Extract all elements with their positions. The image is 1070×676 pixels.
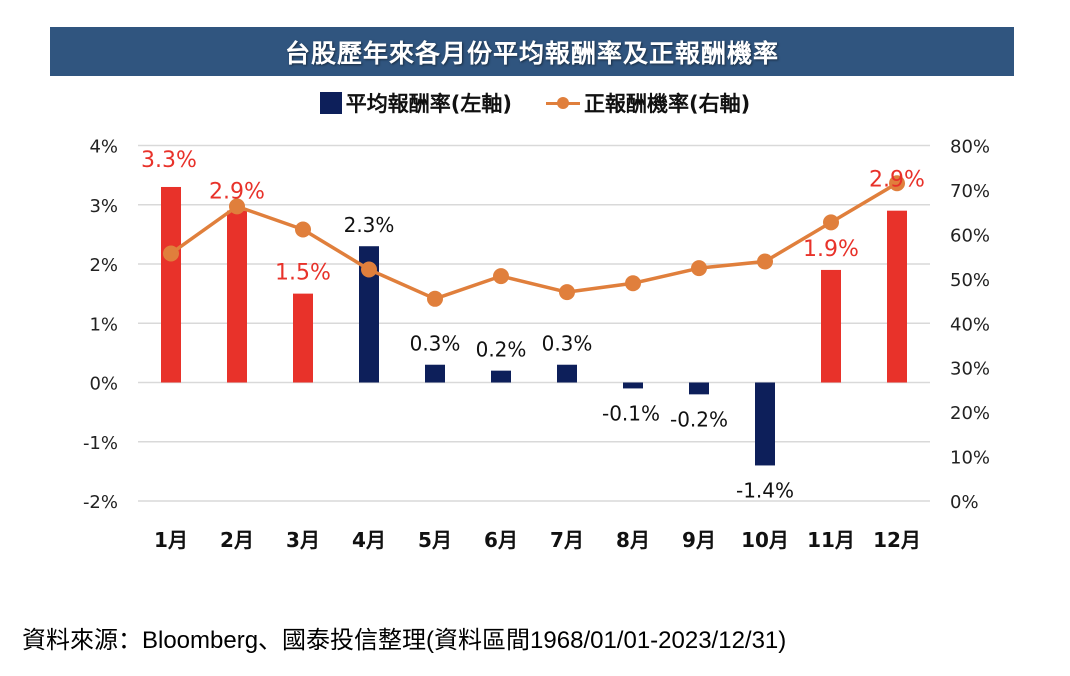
line-path [169, 181, 898, 301]
bar-data-label: 0.3% [410, 332, 461, 356]
line-point [889, 175, 905, 192]
probability-line [163, 175, 905, 307]
bar [821, 269, 841, 383]
line-point [163, 245, 179, 262]
bar-data-label: 1.5% [275, 261, 331, 286]
line-point [427, 290, 443, 307]
bar [227, 210, 247, 383]
x-tick-label: 6月 [484, 528, 518, 552]
bar [689, 382, 709, 395]
line-point [361, 261, 377, 278]
bar-data-label: -0.2% [670, 407, 728, 431]
chart-title: 台股歷年來各月份平均報酬率及正報酬機率 [284, 38, 779, 68]
line-point [823, 214, 839, 231]
bar [755, 382, 775, 466]
bar-data-labels: 3.3% 2.9% 1.5% 2.3% 0.3% 0.2% 0.3% -0.1% -0.2% -1… [141, 148, 925, 502]
bar [491, 370, 511, 383]
left-tick-label: 0% [89, 374, 118, 395]
right-tick-label: 50% [950, 270, 990, 291]
legend-label-average-return: 平均報酬率(左軸) [345, 92, 512, 116]
chart-title-bar: 台股歷年來各月份平均報酬率及正報酬機率 [50, 27, 1014, 76]
left-axis-ticks: 4% 3% 2% 1% 0% -1% -2% [83, 137, 118, 514]
line-point [493, 268, 509, 285]
x-tick-label: 9月 [682, 528, 716, 552]
x-tick-label: 5月 [418, 528, 452, 552]
x-tick-label: 4月 [352, 528, 386, 552]
right-tick-label: 20% [950, 403, 990, 424]
legend-label-positive-probability: 正報酬機率(右軸) [584, 92, 751, 116]
left-tick-label: 1% [89, 314, 118, 335]
bar-swatch-icon [319, 92, 342, 114]
x-tick-label: 3月 [286, 528, 320, 552]
x-tick-label: 12月 [873, 528, 921, 552]
legend: 平均報酬率(左軸) 正報酬機率(右軸) [0, 86, 1070, 120]
bars [161, 186, 907, 466]
line-point [229, 198, 245, 215]
right-tick-label: 30% [950, 359, 990, 380]
line-point [295, 221, 311, 238]
x-tick-label: 11月 [807, 528, 855, 552]
legend-item-average-return: 平均報酬率(左軸) [319, 88, 512, 118]
x-tick-label: 7月 [550, 528, 584, 552]
right-tick-label: 10% [950, 448, 990, 469]
bar-data-label: 2.9% [209, 180, 265, 205]
gridlines [138, 144, 930, 502]
line-point [757, 253, 773, 270]
combo-chart: 4% 3% 2% 1% 0% -1% -2% 80% 70% 60% 50% 40% 30% 20% 10… [83, 137, 990, 553]
bar [161, 186, 181, 383]
x-axis-ticks: 1月 2月 3月 4月 5月 6月 7月 8月 9月 10月 11月 12月 [154, 528, 921, 552]
x-tick-label: 2月 [220, 528, 254, 552]
right-axis-ticks: 80% 70% 60% 50% 40% 30% 20% 10% 0% [950, 137, 990, 514]
left-tick-label: 4% [89, 137, 118, 158]
x-tick-label: 8月 [616, 528, 650, 552]
left-tick-label: -1% [83, 433, 118, 454]
left-tick-label: -2% [83, 492, 118, 513]
line-point [691, 260, 707, 277]
x-tick-label: 1月 [154, 528, 188, 552]
bar-data-label: 2.9% [869, 168, 925, 193]
bar [623, 382, 643, 389]
bar-data-label: 1.9% [803, 237, 859, 262]
left-tick-label: 2% [89, 255, 118, 276]
bar-data-label: 3.3% [141, 148, 197, 173]
bar [359, 246, 379, 383]
bar-data-label: -0.1% [602, 401, 660, 425]
bar [887, 210, 907, 383]
legend-item-positive-probability: 正報酬機率(右軸) [546, 88, 750, 118]
source-note: 資料來源：Bloomberg、國泰投信整理(資料區間1968/01/01-202… [22, 627, 787, 654]
right-tick-label: 70% [950, 181, 990, 202]
bar [293, 293, 313, 383]
x-tick-label: 10月 [741, 528, 789, 552]
left-tick-label: 3% [89, 196, 118, 217]
right-tick-label: 40% [950, 314, 990, 335]
line-marker-swatch-icon [546, 96, 580, 110]
line-point [559, 284, 575, 301]
bar-data-label: 2.3% [344, 213, 395, 237]
bar-data-label: 0.3% [542, 332, 593, 356]
bar [425, 364, 445, 383]
right-tick-label: 0% [950, 492, 979, 513]
bar-data-label: -1.4% [736, 478, 794, 502]
line-point [625, 275, 641, 292]
bar-data-label: 0.2% [476, 338, 527, 362]
bar [557, 364, 577, 383]
right-tick-label: 60% [950, 225, 990, 246]
right-tick-label: 80% [950, 137, 990, 158]
